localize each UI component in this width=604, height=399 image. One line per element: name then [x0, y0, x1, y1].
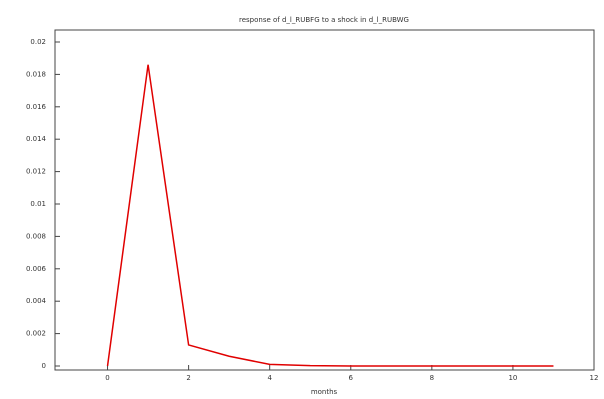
chart-title: response of d_l_RUBFG to a shock in d_l_…: [239, 16, 409, 24]
plot-frame: [55, 30, 594, 370]
y-tick-label: 0.02: [30, 38, 46, 46]
data-line: [108, 65, 554, 366]
x-axis-label: months: [311, 388, 338, 396]
x-tick-label: 10: [508, 374, 517, 382]
x-tick-label: 12: [590, 374, 599, 382]
x-tick-label: 8: [430, 374, 434, 382]
x-tick-label: 6: [349, 374, 354, 382]
x-tick-label: 0: [105, 374, 109, 382]
y-tick-label: 0.016: [26, 103, 47, 111]
y-tick-label: 0.002: [26, 330, 46, 338]
y-tick-label: 0.006: [26, 265, 47, 273]
x-tick-label: 2: [186, 374, 190, 382]
y-tick-label: 0.014: [26, 135, 47, 143]
y-tick-label: 0.012: [26, 168, 46, 176]
y-tick-label: 0.018: [26, 70, 46, 78]
chart: response of d_l_RUBFG to a shock in d_l_…: [0, 0, 604, 399]
y-tick-label: 0.008: [26, 232, 46, 240]
y-tick-label: 0.004: [26, 297, 47, 305]
y-tick-label: 0.01: [30, 200, 46, 208]
x-tick-label: 4: [267, 374, 272, 382]
page: {"chart_data": {"type": "line", "title":…: [0, 0, 604, 399]
y-tick-label: 0: [42, 362, 46, 370]
